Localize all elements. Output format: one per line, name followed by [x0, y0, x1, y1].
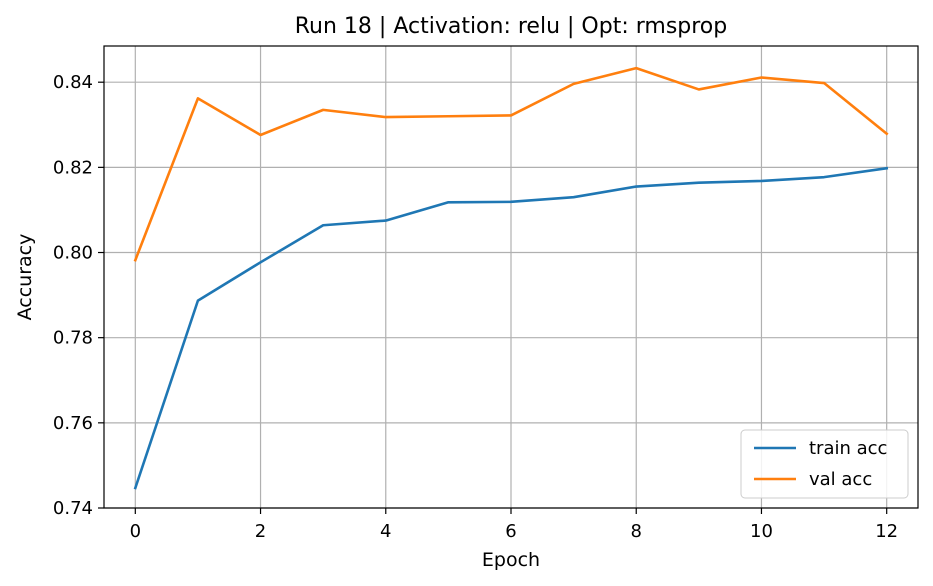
- x-axis-label: Epoch: [482, 549, 540, 571]
- series-lines: [133, 66, 889, 490]
- series-line-val-acc: [133, 66, 889, 262]
- x-tick-label: 12: [875, 521, 898, 542]
- legend-label-val-acc: val acc: [809, 469, 872, 490]
- legend-label-train-acc: train acc: [809, 438, 887, 459]
- x-tick-label: 4: [380, 521, 391, 542]
- x-tick-label: 2: [255, 521, 266, 542]
- series-line-train-acc: [133, 166, 889, 490]
- y-tick-label: 0.80: [53, 243, 93, 264]
- x-tick-label: 8: [631, 521, 642, 542]
- legend: train acc val acc: [740, 429, 909, 499]
- y-tick-label: 0.76: [53, 413, 93, 434]
- axis-ticks: 0 2 4 6 8 10 12 0.74 0.76 0.78 0.80 0.82 0.84: [53, 72, 898, 542]
- x-tick-label: 10: [750, 521, 773, 542]
- y-tick-label: 0.78: [53, 328, 93, 349]
- x-tick-label: 0: [130, 521, 141, 542]
- y-tick-label: 0.74: [53, 498, 93, 519]
- y-axis-label: Accuracy: [14, 234, 36, 321]
- y-tick-label: 0.84: [53, 72, 93, 93]
- chart-title: Run 18 | Activation: relu | Opt: rmsprop: [295, 14, 727, 39]
- y-tick-label: 0.82: [53, 157, 93, 178]
- x-tick-label: 6: [505, 521, 516, 542]
